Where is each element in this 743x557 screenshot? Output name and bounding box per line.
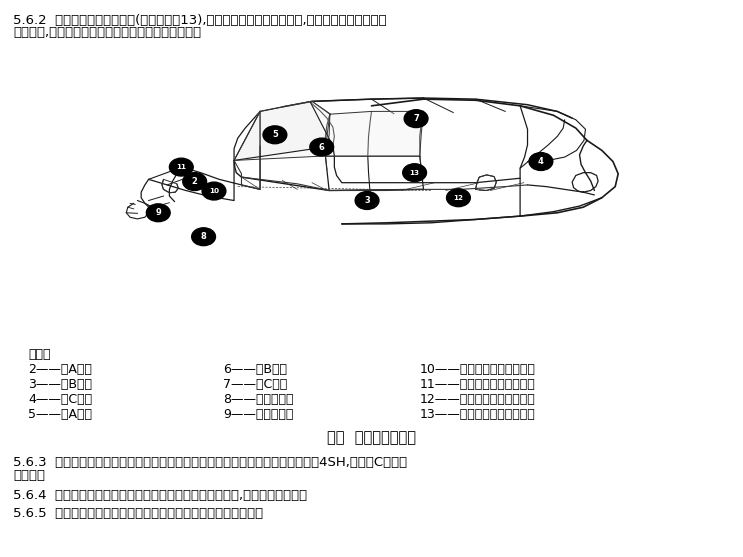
Circle shape: [146, 204, 170, 222]
Circle shape: [529, 153, 553, 170]
Circle shape: [404, 110, 428, 128]
Text: 13——右后减震器悬挂部位。: 13——右后减震器悬挂部位。: [420, 408, 536, 421]
Text: 6: 6: [319, 143, 325, 152]
Text: 13: 13: [409, 170, 420, 175]
Text: 5.6.5  事故车的车辆技术鉴定和价值评估不在本规范的范围之内。: 5.6.5 事故车的车辆技术鉴定和价值评估不在本规范的范围之内。: [13, 507, 264, 520]
Polygon shape: [234, 101, 333, 160]
Text: 12: 12: [453, 195, 464, 201]
Circle shape: [169, 158, 193, 176]
Text: 11: 11: [176, 164, 186, 170]
Text: 焊痕迹。: 焊痕迹。: [13, 469, 45, 482]
Text: 3: 3: [364, 196, 370, 205]
Text: 10——左前减震器悬挂部位；: 10——左前减震器悬挂部位；: [420, 363, 536, 376]
Circle shape: [192, 228, 215, 246]
Text: 11——右前减震器悬挂部位；: 11——右前减震器悬挂部位；: [420, 378, 536, 391]
Text: 8——左前纵梁；: 8——左前纵梁；: [223, 393, 293, 406]
Text: 5.6.3  根据表２、表３对车体状态进行缺陷描述。即：车体部位代码＋状态。例：4SH,即：左C柱有烧: 5.6.3 根据表２、表３对车体状态进行缺陷描述。即：车体部位代码＋状态。例：4…: [13, 456, 407, 468]
Text: 6——右B柱；: 6——右B柱；: [223, 363, 287, 376]
Text: 7——右C柱；: 7——右C柱；: [223, 378, 287, 391]
Circle shape: [183, 173, 207, 190]
Text: 4: 4: [538, 157, 544, 166]
Circle shape: [310, 138, 334, 156]
Text: 9——右前纵梁；: 9——右前纵梁；: [223, 408, 293, 421]
Text: 5: 5: [272, 130, 278, 139]
Text: 2——左A柱；: 2——左A柱；: [28, 363, 92, 376]
Text: 5——右A柱；: 5——右A柱；: [28, 408, 92, 421]
Circle shape: [263, 126, 287, 144]
Text: 5.6.2  参照图２所示车体部位(代码为２～13),按照表２要求检查车辆外观,判别车辆是否发生过碰: 5.6.2 参照图２所示车体部位(代码为２～13),按照表２要求检查车辆外观,判…: [13, 14, 387, 27]
Text: 4——左C柱；: 4——左C柱；: [28, 393, 92, 406]
Circle shape: [202, 182, 226, 200]
Text: 8: 8: [201, 232, 207, 241]
Text: 撞、火烧,确定车体结构是完好无损或者有事故痕迹。: 撞、火烧,确定车体结构是完好无损或者有事故痕迹。: [13, 26, 201, 39]
Text: 3——左B柱；: 3——左B柱；: [28, 378, 92, 391]
Text: 9: 9: [155, 208, 161, 217]
Text: 5.6.4  当表２中任何一个检查项目存在表３中对应的缺陷时,则该车为事故车。: 5.6.4 当表２中任何一个检查项目存在表３中对应的缺陷时,则该车为事故车。: [13, 489, 308, 502]
Circle shape: [447, 189, 470, 207]
Polygon shape: [325, 111, 424, 156]
Text: 10: 10: [209, 188, 219, 194]
Text: 7: 7: [413, 114, 419, 123]
Polygon shape: [234, 101, 330, 160]
Text: 2: 2: [192, 177, 198, 186]
Text: 说明：: 说明：: [28, 348, 51, 361]
Circle shape: [403, 164, 426, 182]
Text: 图２  车体结构示意图: 图２ 车体结构示意图: [327, 430, 416, 445]
Circle shape: [355, 192, 379, 209]
Text: 12——左后减震器悬挂部位；: 12——左后减震器悬挂部位；: [420, 393, 536, 406]
